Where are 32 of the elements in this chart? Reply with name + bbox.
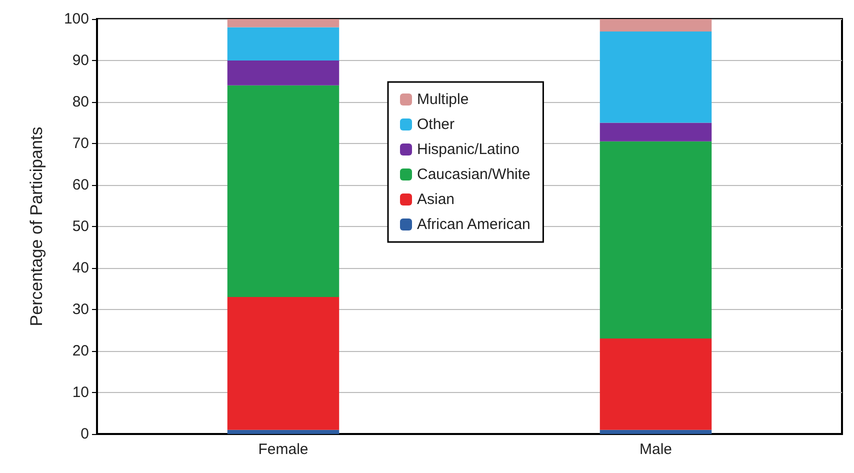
y-tick-label: 50	[72, 218, 89, 235]
x-tick-label: Male	[639, 441, 672, 458]
bar	[227, 430, 340, 434]
bar	[600, 141, 712, 339]
bar	[600, 338, 712, 430]
y-tick-label: 60	[72, 176, 89, 194]
y-tick-label: 20	[72, 342, 89, 360]
legend-label: African American	[417, 216, 530, 233]
legend-label: Caucasian/White	[417, 166, 530, 183]
y-tick-label: 40	[72, 260, 89, 276]
y-tick-label: 0	[80, 426, 89, 442]
legend-label: Asian	[417, 191, 455, 208]
bar	[600, 19, 712, 32]
bar	[600, 430, 712, 434]
y-axis-title: Percentage of Participants	[27, 126, 46, 326]
y-tick-label: 30	[72, 301, 89, 318]
x-tick-label: Female	[258, 441, 308, 458]
y-tick-label: 70	[72, 135, 89, 152]
bar	[227, 297, 340, 430]
bar	[600, 122, 712, 142]
bar	[227, 19, 340, 28]
bar	[227, 27, 340, 60]
y-tick-label: 80	[72, 94, 89, 110]
legend-label: Multiple	[417, 91, 469, 108]
bar	[227, 60, 340, 86]
bar	[600, 31, 712, 123]
y-tick-label: 10	[72, 384, 89, 401]
legend-label: Other	[417, 116, 455, 133]
y-tick-label: 90	[72, 52, 89, 69]
bar	[227, 85, 340, 298]
y-tick-label: 100	[64, 10, 89, 28]
legend-label: Hispanic/Latino	[417, 141, 520, 158]
